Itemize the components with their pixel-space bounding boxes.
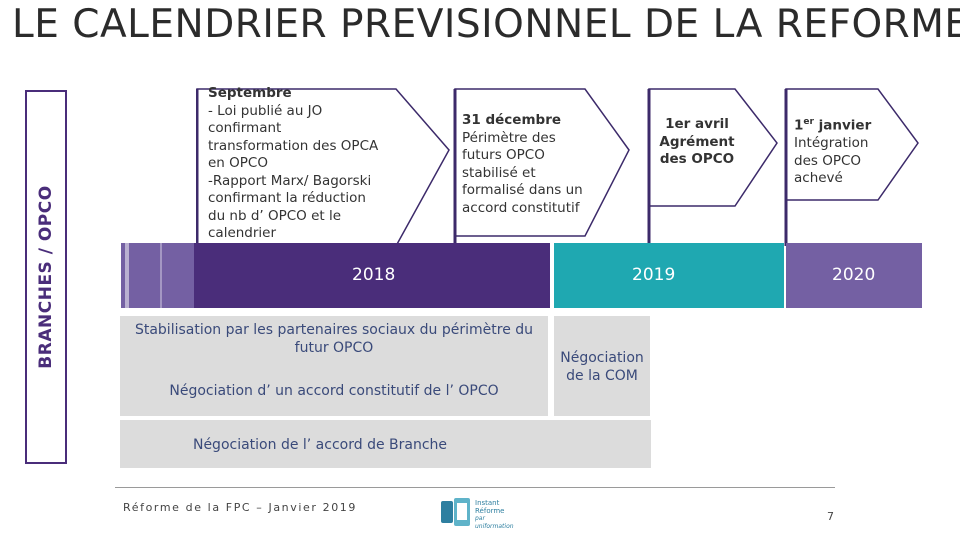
callout-line: Périmètre des [462, 129, 556, 146]
callout-line: calendrier [208, 225, 277, 241]
callout-septembre-head: Septembre [208, 85, 292, 101]
callout-septembre: Septembre - Loi publié au JO confirmant … [196, 85, 450, 248]
callout-line: confirmant la réduction [208, 190, 366, 206]
callout-line: achevé [794, 170, 843, 186]
instant-reforme-logo: Instant Réforme par uniformation [440, 498, 520, 530]
callout-31-decembre-head: 31 décembre [462, 112, 562, 128]
box-negociation-branche [120, 420, 651, 468]
callout-line: - Loi publié au JO [208, 102, 323, 119]
callout-septembre-shape [196, 88, 450, 247]
callout-line: formalisé dans un [462, 182, 583, 198]
callout-line: accord constitutif [462, 199, 580, 216]
callout-1er-janvier-shape [784, 88, 919, 246]
timeline-divider [125, 243, 129, 308]
timeline-divider [160, 243, 162, 308]
box-stabilisation-text: Stabilisation par les partenaires sociau… [134, 322, 534, 356]
callout-line: du nb d’ OPCO et le [208, 207, 342, 224]
timeline-segment-start [121, 243, 194, 308]
callout-line: Agrément [659, 133, 735, 150]
page-number: 7 [827, 510, 834, 523]
callout-line: futurs OPCO [462, 147, 545, 163]
callout-line: -Rapport Marx/ Bagorski [208, 172, 372, 189]
logo-icon [441, 498, 470, 526]
callout-1er-janvier-head: 1er janvier [794, 117, 872, 134]
timeline-segment-2018 [194, 243, 550, 308]
callout-line: confirmant [208, 120, 282, 136]
callout-line: en OPCO [208, 155, 268, 171]
callout-31-decembre-shape [453, 88, 630, 246]
callout-1er-avril: 1er avril Agrément des OPCO [645, 88, 780, 248]
callout-line: des OPCO [794, 152, 862, 169]
callout-line: des OPCO [659, 151, 735, 167]
callout-line: transformation des OPCA [208, 137, 379, 154]
callout-line: stabilisé et [462, 164, 536, 181]
box-negociation-constitutif-text: Négociation d’ un accord constitutif de … [169, 383, 499, 399]
footer-text: Réforme de la FPC – Janvier 2019 [123, 501, 358, 514]
box-negociation-branche-text: Négociation de l’ accord de Branche [192, 437, 448, 453]
side-label: BRANCHES / OPCO [36, 185, 56, 369]
callout-1er-avril-head: 1er avril [665, 116, 729, 132]
box-stabilisation [120, 316, 548, 416]
callout-31-decembre: 31 décembre Périmètre des futurs OPCO st… [451, 88, 631, 248]
year-2020: 2020 [832, 265, 876, 285]
year-2019: 2019 [632, 265, 676, 285]
callout-line: Intégration [794, 135, 869, 151]
page-title: LE CALENDRIER PREVISIONNEL DE LA REFORME [12, 2, 960, 47]
side-label-frame [25, 90, 67, 464]
box-negociation-com [554, 316, 650, 416]
timeline-segment-2020 [786, 243, 922, 308]
box-negociation-com-text: Négociation de la COM [560, 350, 644, 384]
timeline-segment-2019 [554, 243, 784, 308]
year-2018: 2018 [352, 265, 396, 285]
callout-1er-avril-shape [647, 88, 778, 246]
callout-1er-janvier: 1er janvier Intégration des OPCO achevé [782, 88, 922, 248]
footer-divider [115, 487, 835, 488]
